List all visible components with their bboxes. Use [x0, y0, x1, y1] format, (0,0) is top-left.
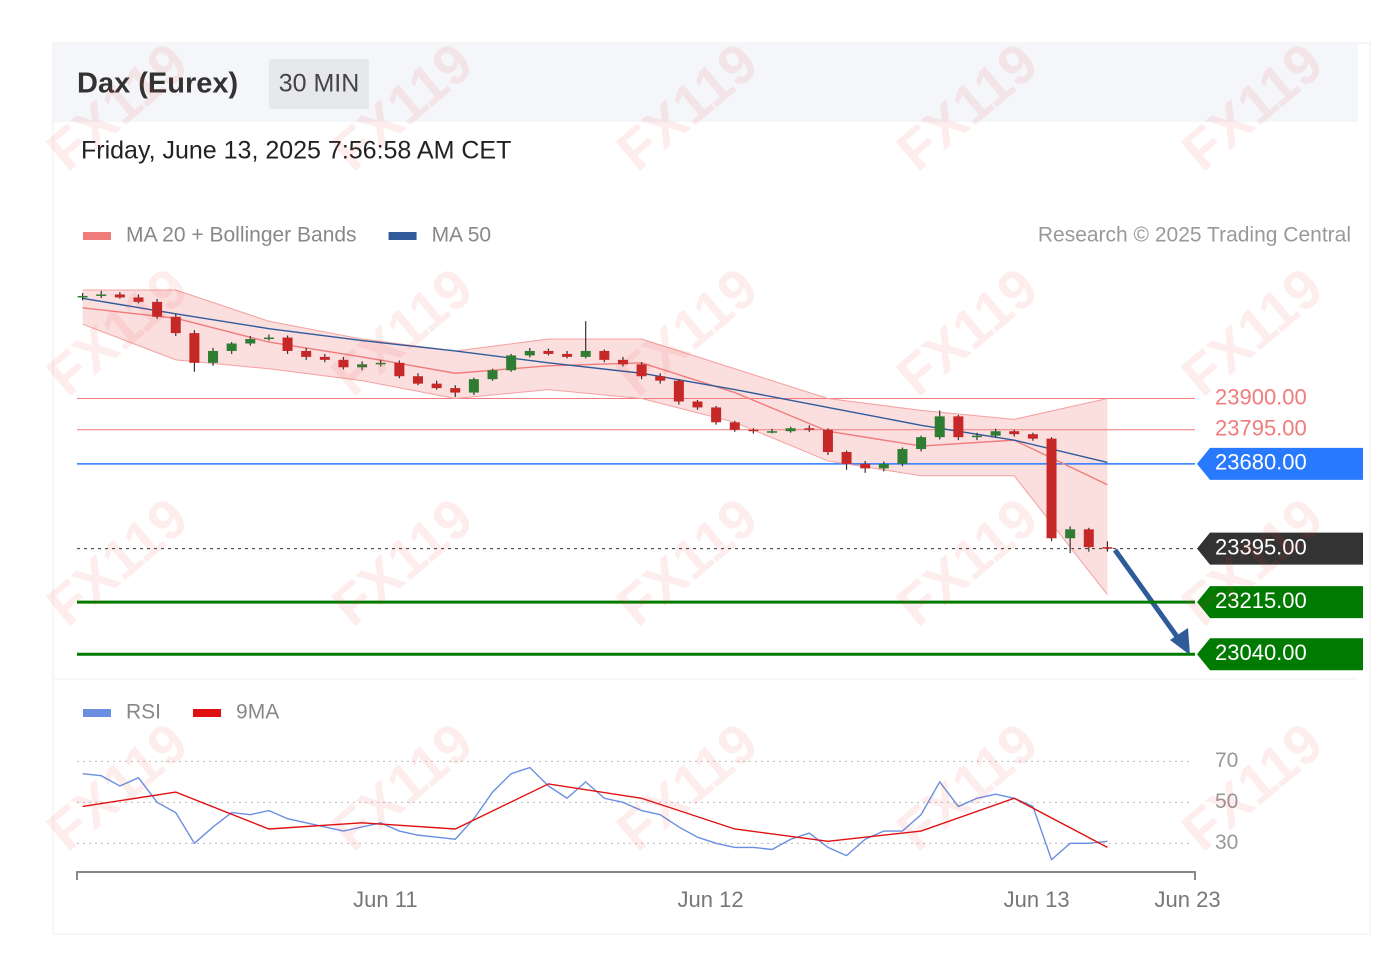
candle-body: [394, 362, 405, 377]
line-upper: [82, 289, 1108, 420]
candle-body: [971, 435, 982, 438]
rsi-rsi: [82, 766, 1108, 861]
candle-body: [804, 428, 815, 430]
candle-body: [673, 380, 684, 402]
y-tick-label: 50: [1215, 790, 1238, 813]
x-axis: [76, 871, 1196, 880]
level-label: 23215.00: [1215, 588, 1307, 613]
candle-body: [822, 429, 833, 453]
candle-body: [524, 350, 535, 356]
forecast-arrow-head: [1170, 628, 1190, 655]
candle-body: [711, 407, 722, 423]
candle-body: [487, 370, 498, 380]
title: Dax (Eurex): [77, 68, 238, 100]
candle-body: [953, 416, 964, 438]
candle-body: [96, 294, 107, 296]
level-label: 23040.00: [1215, 640, 1307, 665]
candle-body: [543, 350, 554, 354]
legend-label: MA 50: [432, 224, 492, 247]
candle-body: [319, 356, 330, 360]
candle-body: [1009, 431, 1020, 435]
candle-body: [990, 431, 1001, 436]
candle-body: [1046, 438, 1057, 539]
legend-swatch: [193, 709, 222, 717]
card: [52, 42, 1371, 935]
candle-body: [841, 452, 852, 464]
candle-body: [916, 437, 927, 450]
rsi-9ma: [82, 783, 1108, 849]
candle-body: [375, 362, 386, 365]
candle-body: [77, 295, 88, 298]
candle-body: [170, 316, 181, 334]
candle-body: [636, 364, 647, 377]
candle-body: [208, 350, 219, 363]
legend-swatch: [388, 232, 417, 240]
candle-body: [562, 353, 573, 357]
candle-body: [506, 355, 517, 371]
candle-body: [245, 339, 256, 344]
candle-body: [878, 463, 889, 469]
y-tick-label: 70: [1215, 749, 1238, 772]
candle-body: [114, 294, 125, 298]
candle-body: [729, 422, 740, 430]
candle-body: [1065, 529, 1076, 539]
x-tick-label: Jun 23: [1155, 887, 1221, 912]
candle-body: [767, 431, 778, 433]
candle-body: [599, 350, 610, 360]
candle-body: [431, 383, 442, 389]
candle-body: [1083, 529, 1094, 548]
interval: 30 MIN: [279, 70, 360, 98]
candle-body: [934, 416, 945, 438]
candle-body: [263, 337, 274, 340]
x-tick-label: Jun 11: [353, 887, 417, 912]
legend-label: 9MA: [236, 701, 279, 724]
candle-body: [617, 359, 628, 365]
datetime: Friday, June 13, 2025 7:56:58 AM CET: [81, 137, 511, 165]
candle-body: [1027, 434, 1038, 439]
candle-body: [301, 350, 312, 357]
candle-body: [468, 379, 479, 393]
candle-body: [1102, 547, 1113, 549]
legend-swatch: [83, 232, 111, 240]
x-tick-label: Jun 13: [1004, 887, 1070, 912]
candle-body: [189, 333, 200, 363]
legend-label: MA 20 + Bollinger Bands: [126, 224, 357, 247]
candle-body: [338, 359, 349, 368]
candle-body: [580, 350, 591, 357]
candle-body: [860, 463, 871, 469]
level-box: [1197, 586, 1363, 619]
interval-badge: [269, 59, 369, 109]
candle-body: [226, 343, 237, 351]
credit: Research © 2025 Trading Central: [1038, 224, 1351, 247]
line-lower: [82, 323, 1108, 596]
candle-body: [748, 429, 759, 432]
candle-body: [785, 428, 796, 432]
candle-body: [133, 297, 144, 302]
level-box: [1197, 447, 1363, 480]
legend-label: RSI: [126, 701, 161, 724]
line-ma20: [82, 307, 1108, 486]
forecast-arrow: [1112, 548, 1186, 647]
candle-body: [450, 388, 461, 393]
level-box: [1197, 638, 1363, 671]
candle-body: [152, 301, 163, 317]
x-tick-label: Jun 12: [678, 887, 744, 912]
candle-body: [412, 376, 423, 384]
candle-body: [357, 364, 368, 368]
candle-body: [282, 337, 293, 351]
level-label: 23900.00: [1215, 384, 1307, 409]
candle-body: [655, 376, 666, 381]
level-label: 23680.00: [1215, 450, 1307, 475]
legend-swatch: [83, 709, 111, 717]
y-tick-label: 30: [1215, 831, 1238, 854]
candle-body: [692, 401, 703, 408]
level-label: 23795.00: [1215, 416, 1307, 441]
level-box: [1197, 532, 1363, 565]
candle-body: [897, 449, 908, 464]
level-label: 23395.00: [1215, 534, 1307, 559]
